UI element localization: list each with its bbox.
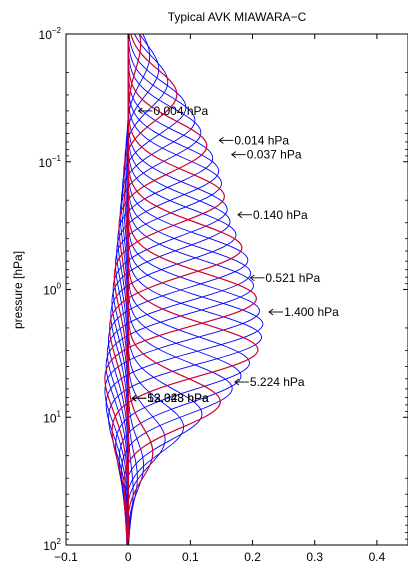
x-tick-label: 0.3 — [306, 550, 323, 564]
y-tick-label: 102 — [43, 537, 61, 553]
y-tick-label: 101 — [43, 409, 61, 425]
annotation-label: 0.140 hPa — [253, 208, 308, 222]
annotation-label: 13.028 hPa — [147, 391, 209, 405]
chart-title: Typical AVK MIAWARA−C — [168, 10, 307, 24]
x-tick-label: 0 — [125, 550, 132, 564]
kernel-curve-highlight — [126, 34, 154, 545]
y-tick-label: 10−2 — [39, 26, 62, 42]
annotation-label: 0.037 hPa — [247, 148, 302, 162]
annotation-arrowhead — [218, 136, 224, 144]
y-axis-label: pressure [hPa] — [11, 251, 25, 329]
kernel-curves — [104, 34, 264, 545]
x-tick-label: −0.1 — [54, 550, 78, 564]
annotation-label: 52.343 hPa — [147, 391, 209, 405]
annotation-label: 0.014 hPa — [234, 133, 289, 147]
annotation-label: 0.004 hPa — [154, 104, 209, 118]
annotation-arrowhead — [237, 211, 243, 219]
annotation-arrowhead — [234, 378, 240, 386]
y-tick-label: 10−1 — [39, 154, 62, 170]
annotation-arrowhead — [249, 274, 255, 282]
x-tick-label: 0.1 — [182, 550, 199, 564]
axis-ticks: −0.1 0 0.1 0.2 0.3 0.4 10−2 10−1 100 101 102 — [39, 26, 408, 564]
annotation-arrowhead — [137, 107, 143, 115]
annotation-label: 5.224 hPa — [250, 375, 305, 389]
x-tick-label: 0.2 — [244, 550, 261, 564]
y-tick-label: 100 — [43, 282, 61, 298]
x-tick-label: 0.4 — [369, 550, 386, 564]
annotation-label: 0.521 hPa — [265, 271, 320, 285]
annotation-arrowhead — [231, 151, 237, 159]
annotation-arrowhead — [268, 308, 274, 316]
annotation-arrowhead — [131, 394, 137, 402]
annotation-label: 1.400 hPa — [284, 305, 339, 319]
